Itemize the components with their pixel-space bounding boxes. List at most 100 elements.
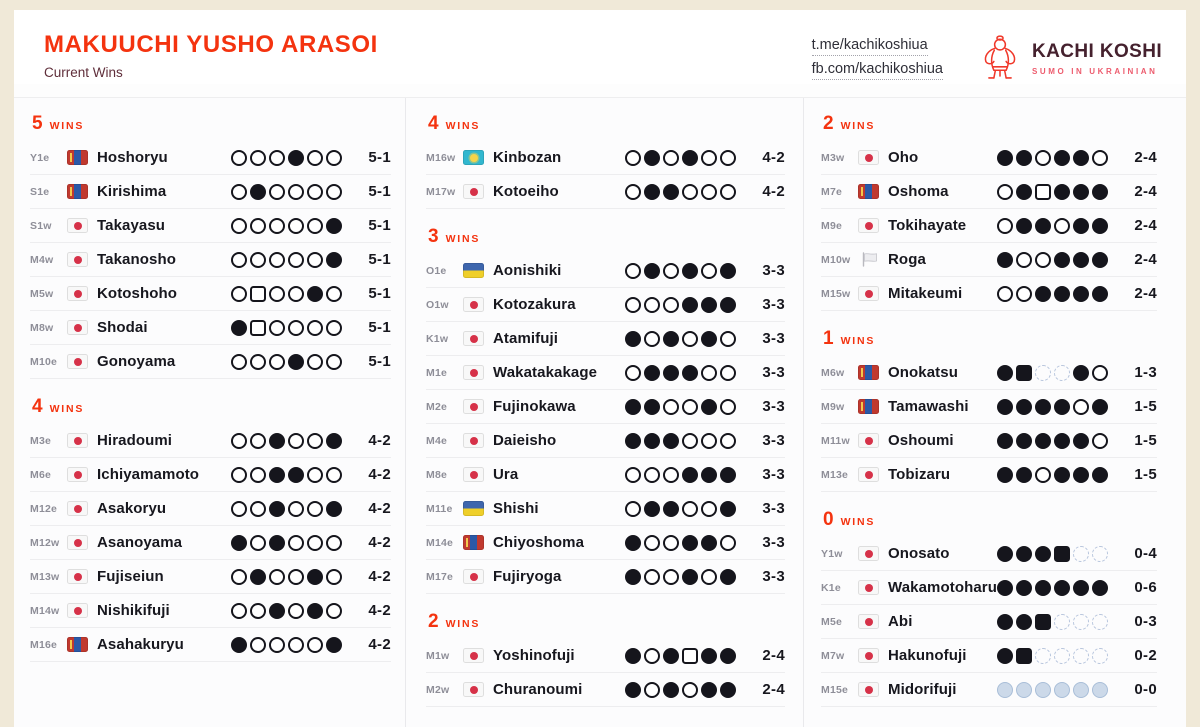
win-circle-icon [231, 183, 247, 200]
wrestler-name: Tokihayate [888, 217, 967, 234]
bout-marks [625, 398, 736, 415]
flag-white-icon [858, 252, 879, 267]
bout-marks [625, 534, 736, 551]
win-circle-icon [250, 149, 266, 166]
wrestler-row: M13w Fujiseiun 4-2 [30, 560, 391, 594]
wrestler-name: Daieisho [493, 432, 557, 449]
win-circle-icon [1035, 149, 1051, 166]
loss-circle-icon [997, 432, 1013, 449]
absent-circle-icon [1092, 647, 1108, 664]
score: 5-1 [368, 353, 391, 370]
win-circle-icon [663, 296, 679, 313]
win-circle-icon [288, 568, 304, 585]
loss-circle-icon [997, 647, 1013, 664]
score: 0-2 [1134, 647, 1157, 664]
score: 0-0 [1134, 681, 1157, 698]
score: 3-3 [762, 296, 785, 313]
wrestler-name: Shodai [97, 319, 148, 336]
column-2: 4 WINS M16w Kinbozan 4-2 M17w Kotoeiho 4-2 3 WINS… [405, 98, 803, 727]
flag-jp-icon [67, 354, 88, 369]
wrestler-name: Takayasu [97, 217, 166, 234]
rank-label: K1w [426, 332, 449, 345]
flag-jp-icon [67, 467, 88, 482]
wrestler-name: Kotoshoho [97, 285, 178, 302]
flag-mn-icon [67, 150, 88, 165]
score: 3-3 [762, 364, 785, 381]
flag-jp-icon [858, 580, 879, 595]
flag-mn-icon [463, 535, 484, 550]
wrestler-name: Hakunofuji [888, 647, 967, 664]
win-circle-icon [269, 353, 285, 370]
bout-marks [625, 432, 736, 449]
bout-marks [997, 398, 1108, 415]
flag-ua-icon [463, 263, 484, 278]
loss-circle-icon [682, 262, 698, 279]
bout-marks [997, 183, 1108, 200]
absent-circle-icon [1035, 364, 1051, 381]
win-circle-icon [288, 602, 304, 619]
absent-circle-icon [1054, 647, 1070, 664]
loss-circle-icon [701, 330, 717, 347]
win-circle-icon [720, 398, 736, 415]
rank-label: M6w [821, 366, 845, 379]
wrestler-row: M8e Ura 3-3 [426, 458, 785, 492]
loss-circle-icon [1054, 149, 1070, 166]
win-circle-icon [326, 353, 342, 370]
loss-circle-icon [1092, 217, 1108, 234]
win-circle-icon [250, 432, 266, 449]
flag-mn-icon [67, 637, 88, 652]
wins-count: 3 [428, 226, 439, 247]
score: 0-3 [1134, 613, 1157, 630]
win-circle-icon [644, 647, 660, 664]
win-circle-icon [307, 636, 323, 653]
wrestler-row: M5w Kotoshoho 5-1 [30, 277, 391, 311]
score: 4-2 [368, 636, 391, 653]
loss-circle-icon [231, 534, 247, 551]
wrestler-row: M6e Ichiyamamoto 4-2 [30, 458, 391, 492]
score: 2-4 [762, 681, 785, 698]
win-circle-icon [231, 432, 247, 449]
flag-jp-icon [463, 399, 484, 414]
win-circle-icon [307, 319, 323, 336]
win-circle-icon [682, 681, 698, 698]
loss-circle-icon [701, 398, 717, 415]
loss-circle-icon [288, 353, 304, 370]
brand-tagline: SUMO IN UKRAINIAN [1031, 66, 1158, 76]
flag-jp-icon [67, 218, 88, 233]
absent-circle-icon [1092, 613, 1108, 630]
win-circle-icon [720, 364, 736, 381]
fusen-win-square-icon [682, 647, 698, 664]
page-subtitle: Current Wins [44, 65, 123, 81]
loss-circle-icon [307, 285, 323, 302]
score: 1-5 [1134, 398, 1157, 415]
flag-jp-icon [463, 569, 484, 584]
loss-circle-icon [269, 466, 285, 483]
win-circle-icon [663, 466, 679, 483]
loss-circle-icon [720, 681, 736, 698]
win-circle-icon [997, 285, 1013, 302]
facebook-link[interactable]: fb.com/kachikoshiua [811, 60, 943, 80]
wins-count: 2 [428, 611, 439, 632]
rank-label: M11w [821, 434, 850, 447]
loss-circle-icon [250, 183, 266, 200]
wins-count: 5 [32, 113, 43, 134]
wins-count: 0 [823, 509, 834, 530]
score: 4-2 [368, 500, 391, 517]
flag-jp-icon [463, 331, 484, 346]
loss-circle-icon [625, 398, 641, 415]
flag-mn-icon [858, 184, 879, 199]
wins-count: 4 [32, 396, 43, 417]
bout-marks [231, 353, 342, 370]
bout-marks [231, 602, 342, 619]
win-circle-icon [326, 534, 342, 551]
wrestler-row: M14e Chiyoshoma 3-3 [426, 526, 785, 560]
telegram-link[interactable]: t.me/kachikoshiua [811, 36, 928, 56]
wrestler-row: M5e Abi 0-3 [821, 605, 1157, 639]
score: 4-2 [762, 149, 785, 166]
win-circle-icon [269, 319, 285, 336]
wrestler-row: M11w Oshoumi 1-5 [821, 424, 1157, 458]
win-circle-icon [625, 466, 641, 483]
loss-circle-icon [1073, 579, 1089, 596]
wins-label: WINS [445, 618, 481, 630]
wins-section-header: 4 WINS [32, 397, 391, 419]
